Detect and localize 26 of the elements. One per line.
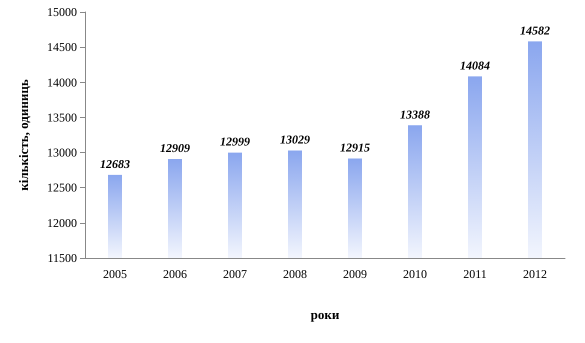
y-tick-label: 14500 <box>47 40 77 54</box>
y-tick-label: 11500 <box>47 251 77 265</box>
x-tick-label: 2009 <box>343 267 367 281</box>
y-axis-title: кількість, одиниць <box>16 79 31 191</box>
data-label: 12999 <box>220 134 250 149</box>
x-tick-label: 2008 <box>283 267 307 281</box>
data-label: 13388 <box>400 107 430 122</box>
y-tick-label: 12000 <box>47 216 77 230</box>
x-tick-label: 2007 <box>223 267 247 281</box>
y-tick-label: 15000 <box>47 5 77 19</box>
data-label: 13029 <box>280 132 310 147</box>
x-tick-label: 2005 <box>103 267 127 281</box>
y-tick-label: 12500 <box>47 180 77 195</box>
y-tick-label: 13000 <box>47 146 77 160</box>
data-label: 12915 <box>340 140 370 155</box>
data-label: 14582 <box>520 23 550 38</box>
y-tick-label: 14000 <box>47 75 77 90</box>
data-label: 12683 <box>100 156 130 171</box>
y-tick-label: 13500 <box>47 110 77 124</box>
x-tick-label: 2011 <box>463 267 487 281</box>
x-axis-title: роки <box>310 307 340 322</box>
x-tick-label: 2010 <box>403 267 427 281</box>
x-tick-label: 2006 <box>163 267 187 281</box>
data-label: 14084 <box>460 58 490 72</box>
data-label: 12909 <box>160 140 190 155</box>
x-tick-label: 2012 <box>523 267 547 281</box>
